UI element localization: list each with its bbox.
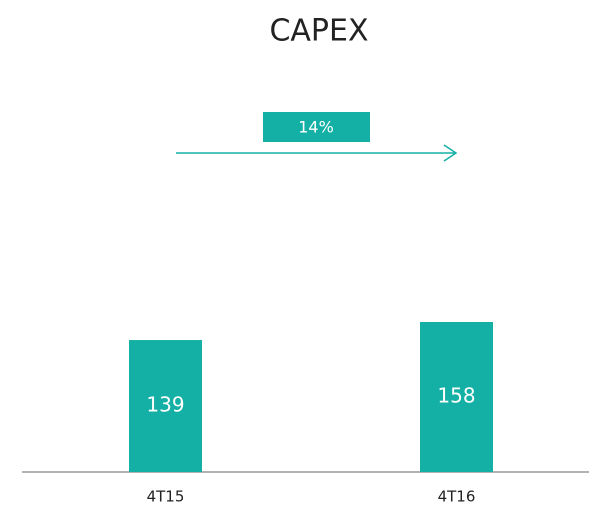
x-tick-label: 4T15 (147, 488, 185, 506)
bar (420, 322, 493, 472)
annotation-box (263, 112, 370, 142)
value-label: 139 (146, 393, 184, 417)
x-tick-label: 4T16 (438, 488, 476, 506)
arrow-head (443, 144, 458, 162)
annotation: 14% (298, 118, 334, 137)
bar (129, 340, 202, 472)
value-label: 158 (437, 384, 475, 408)
chart-title: CAPEX (269, 14, 368, 49)
